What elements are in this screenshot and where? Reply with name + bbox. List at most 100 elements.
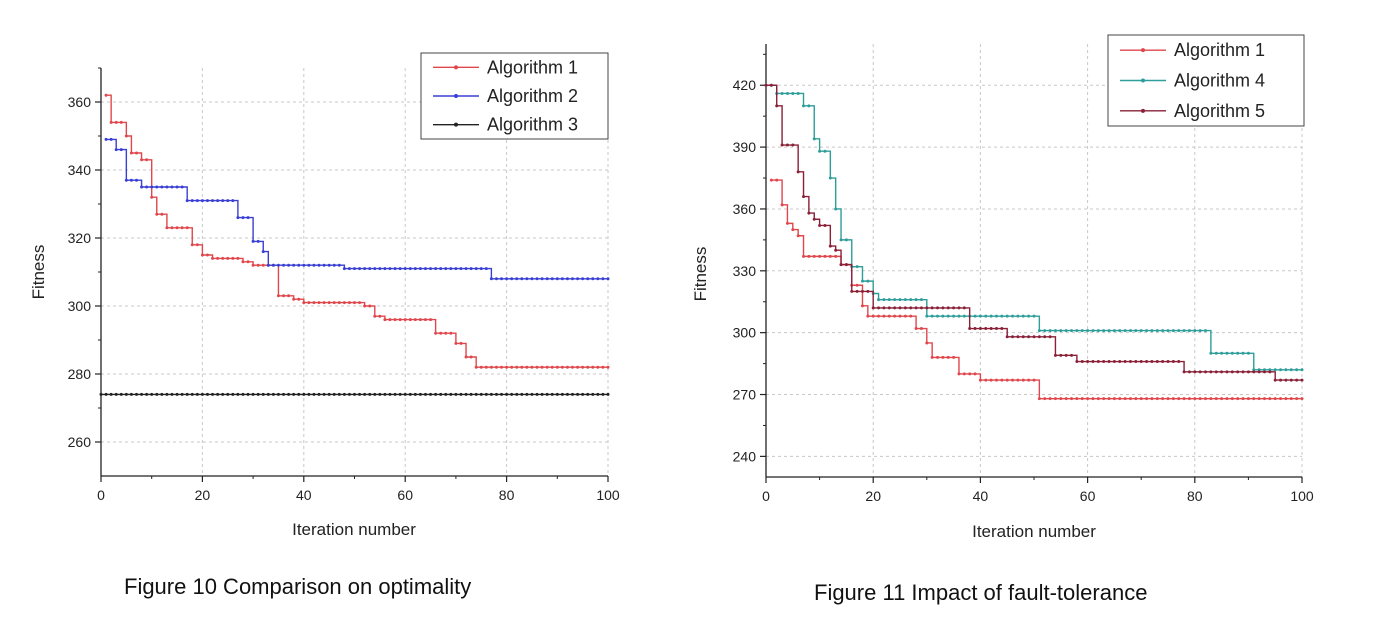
data-point [342,392,346,396]
data-point [962,314,966,318]
data-point [236,216,240,220]
data-point [952,306,956,310]
data-point [887,306,891,310]
legend: Algorithm 1 Algorithm 4 Algorithm 5 [1107,34,1305,127]
data-point [898,298,902,302]
data-point [363,304,367,308]
data-point [221,392,225,396]
data-point [887,298,891,302]
series-line [106,138,608,280]
data-point [930,314,934,318]
data-point [1037,397,1041,401]
data-point [1032,314,1036,318]
data-point [271,263,275,267]
data-point [775,178,779,182]
data-point [484,392,488,396]
data-point [893,298,897,302]
data-point [1241,351,1245,355]
data-point [287,263,291,267]
x-tick-label: 80 [1187,488,1203,504]
data-point [1145,360,1149,364]
data-point [994,327,998,331]
data-point [342,267,346,271]
y-tick-label: 420 [733,77,757,93]
data-point [469,267,473,271]
data-point [347,301,351,305]
series-line [771,179,1302,400]
data-point [844,263,848,267]
data-point [973,372,977,376]
data-point [307,392,311,396]
data-point [785,221,789,225]
data-point [1268,370,1272,374]
data-point [1246,351,1250,355]
series-algorithm-1 [104,93,610,369]
data-point [175,185,179,189]
data-point [903,306,907,310]
data-point [423,392,427,396]
data-point [256,239,260,243]
data-point [261,250,265,254]
data-point [312,263,316,267]
data-point [413,392,417,396]
data-point [1059,329,1063,333]
data-point [449,331,453,335]
data-point [591,365,595,369]
data-point [823,223,827,227]
data-point [383,318,387,322]
legend-swatch-marker [454,122,458,127]
data-point [1300,397,1304,401]
data-point [1043,329,1047,333]
series-algorithm-1 [769,178,1304,401]
data-point [1032,378,1036,382]
legend-swatch-marker [1141,48,1145,53]
data-point [1155,397,1159,401]
data-point [1171,397,1175,401]
data-point [205,253,209,257]
data-point [1161,329,1165,333]
data-point [358,392,362,396]
data-point [1236,370,1240,374]
data-point [160,392,164,396]
data-point [160,212,164,216]
data-point [596,277,600,281]
caption-figure-10: Figure 10 Comparison on optimality [124,574,472,599]
data-point [282,294,286,298]
series-line [766,84,1302,371]
data-point [601,365,605,369]
data-point [332,392,336,396]
data-point [129,151,133,155]
data-point [271,392,275,396]
data-point [550,277,554,281]
data-point [1279,397,1283,401]
data-point [550,392,554,396]
data-point [871,314,875,318]
legend-swatch-marker [1141,78,1145,83]
data-point [834,254,838,258]
data-point [469,392,473,396]
data-point [936,306,940,310]
data-point [769,178,773,182]
data-point [134,178,138,182]
data-point [1230,370,1234,374]
data-point [489,365,493,369]
data-point [914,306,918,310]
data-point [1150,397,1154,401]
data-point [925,341,929,345]
data-point [994,314,998,318]
data-point [555,392,559,396]
data-point [807,254,811,258]
data-point [1064,353,1068,357]
data-point [1080,360,1084,364]
data-point [494,277,498,281]
data-point [1204,370,1208,374]
data-point [1230,397,1234,401]
data-point [1123,329,1127,333]
data-point [968,327,972,331]
data-point [834,207,838,211]
data-point [775,104,779,108]
data-point [1257,368,1261,372]
data-point [200,253,204,257]
data-point [150,185,154,189]
data-point [1016,314,1020,318]
